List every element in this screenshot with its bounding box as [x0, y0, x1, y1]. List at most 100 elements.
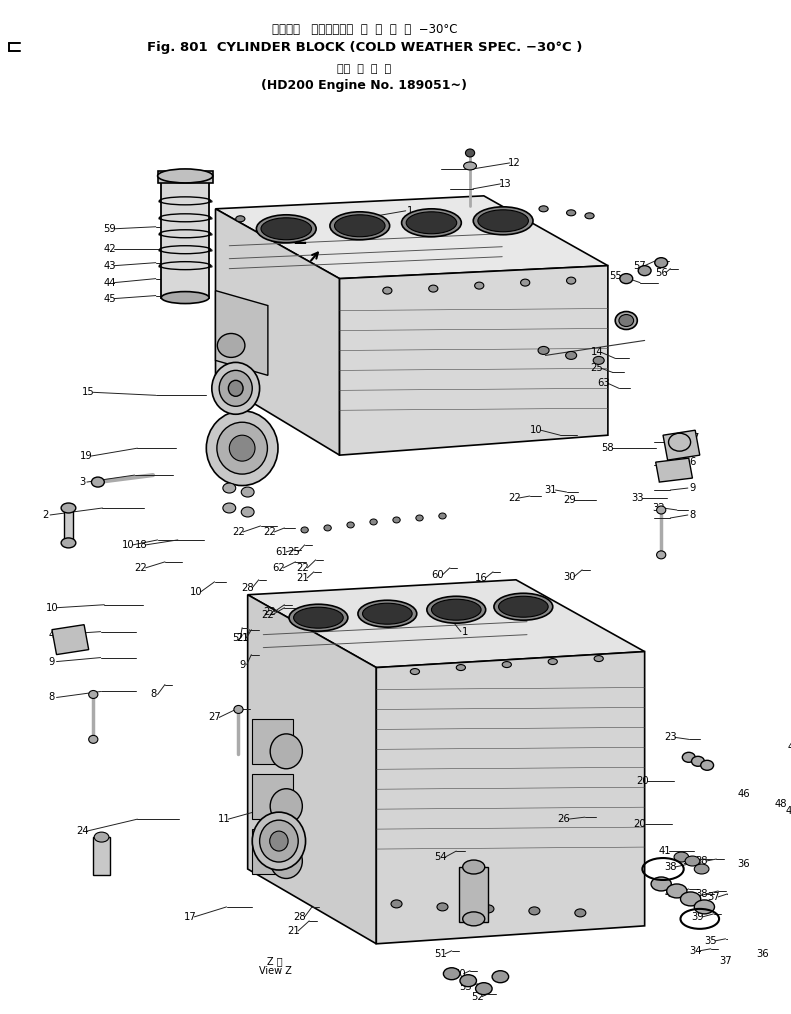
Ellipse shape: [444, 967, 460, 980]
Text: 6: 6: [689, 457, 695, 467]
Text: 4: 4: [49, 630, 55, 640]
Text: 15: 15: [82, 387, 95, 397]
Ellipse shape: [615, 311, 638, 330]
Polygon shape: [215, 196, 608, 279]
Ellipse shape: [566, 277, 576, 284]
Text: 19: 19: [80, 451, 93, 461]
Text: 22: 22: [232, 527, 245, 537]
Ellipse shape: [223, 503, 236, 513]
Ellipse shape: [370, 519, 377, 525]
Bar: [93, 838, 110, 875]
Polygon shape: [339, 266, 608, 455]
Ellipse shape: [391, 899, 402, 908]
Text: 5: 5: [233, 633, 239, 643]
Text: 38: 38: [664, 862, 676, 872]
Ellipse shape: [439, 513, 446, 519]
Ellipse shape: [416, 515, 423, 521]
Text: 42: 42: [104, 243, 116, 254]
Ellipse shape: [463, 912, 485, 926]
Text: Z: Z: [293, 230, 306, 247]
Ellipse shape: [61, 537, 76, 548]
Polygon shape: [52, 625, 89, 655]
Ellipse shape: [465, 149, 475, 157]
Ellipse shape: [464, 162, 476, 170]
Ellipse shape: [289, 604, 348, 631]
Text: 7: 7: [692, 433, 698, 443]
Text: 59: 59: [104, 224, 116, 234]
Ellipse shape: [324, 525, 331, 531]
Text: 63: 63: [597, 378, 610, 388]
Text: 37: 37: [719, 956, 732, 965]
Ellipse shape: [259, 820, 298, 862]
Ellipse shape: [393, 517, 400, 523]
Bar: [252, 829, 293, 874]
Text: 25: 25: [591, 363, 604, 373]
Ellipse shape: [566, 210, 576, 216]
Ellipse shape: [619, 314, 634, 327]
Ellipse shape: [256, 215, 316, 242]
Text: 28: 28: [293, 912, 306, 922]
Ellipse shape: [234, 706, 243, 714]
Text: 20: 20: [637, 777, 649, 786]
Text: 26: 26: [558, 814, 570, 824]
Text: 37: 37: [707, 892, 720, 901]
Text: 22: 22: [263, 606, 276, 617]
Polygon shape: [215, 291, 268, 375]
Ellipse shape: [683, 752, 695, 763]
Ellipse shape: [383, 287, 392, 294]
Ellipse shape: [667, 884, 687, 898]
Text: 1: 1: [462, 627, 468, 637]
Ellipse shape: [92, 477, 104, 487]
Text: View Z: View Z: [259, 965, 292, 975]
Text: 52: 52: [471, 992, 484, 1002]
Ellipse shape: [566, 352, 577, 359]
Text: 41: 41: [659, 846, 672, 856]
Text: 62: 62: [273, 563, 286, 573]
Ellipse shape: [498, 596, 548, 618]
Text: 48: 48: [774, 799, 787, 809]
Text: 14: 14: [591, 348, 604, 357]
Ellipse shape: [437, 902, 448, 911]
Text: 9: 9: [239, 659, 245, 669]
Text: 25: 25: [287, 547, 300, 557]
Ellipse shape: [252, 812, 305, 870]
Ellipse shape: [655, 258, 668, 268]
Ellipse shape: [293, 607, 343, 628]
Text: 28: 28: [241, 583, 254, 593]
Text: 43: 43: [104, 261, 116, 271]
Text: 31: 31: [545, 485, 557, 495]
Text: 10: 10: [530, 425, 543, 435]
Text: 39: 39: [683, 856, 695, 866]
Polygon shape: [663, 430, 700, 460]
Ellipse shape: [657, 506, 666, 514]
Ellipse shape: [301, 527, 308, 533]
Text: 57: 57: [634, 261, 646, 271]
Ellipse shape: [456, 664, 465, 670]
Ellipse shape: [229, 435, 255, 461]
Text: 30: 30: [563, 572, 576, 582]
Ellipse shape: [674, 852, 689, 862]
Ellipse shape: [223, 483, 236, 493]
Text: 16: 16: [475, 573, 487, 583]
Ellipse shape: [270, 831, 288, 851]
Ellipse shape: [335, 215, 385, 236]
Ellipse shape: [494, 593, 553, 621]
Ellipse shape: [651, 877, 672, 891]
Ellipse shape: [407, 212, 456, 234]
Ellipse shape: [685, 856, 700, 866]
Ellipse shape: [89, 691, 98, 699]
Ellipse shape: [463, 860, 485, 874]
Ellipse shape: [475, 983, 492, 995]
Text: Fig. 801  CYLINDER BLOCK (COLD WEATHER SPEC. −30°C ): Fig. 801 CYLINDER BLOCK (COLD WEATHER SP…: [146, 41, 582, 54]
Ellipse shape: [330, 212, 390, 239]
Text: 40: 40: [664, 889, 676, 899]
Ellipse shape: [217, 422, 267, 475]
Text: 45: 45: [104, 294, 116, 303]
Text: 35: 35: [705, 936, 717, 946]
Ellipse shape: [362, 603, 412, 625]
Text: 22: 22: [134, 563, 147, 573]
Ellipse shape: [575, 909, 586, 917]
Ellipse shape: [229, 380, 243, 396]
Text: 2: 2: [42, 510, 49, 520]
Text: 53: 53: [459, 982, 471, 992]
